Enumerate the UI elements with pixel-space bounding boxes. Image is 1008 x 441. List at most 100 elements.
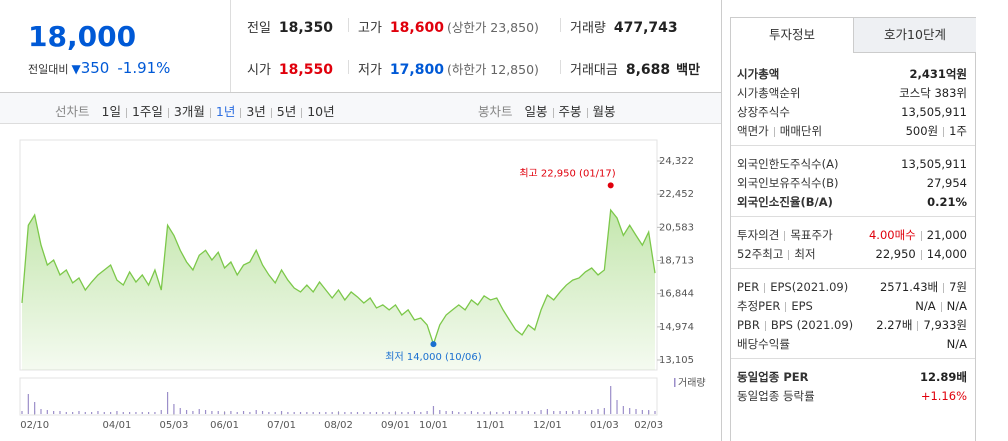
volume-bar xyxy=(356,412,359,414)
separator xyxy=(560,18,561,32)
info-value: 0.21% xyxy=(927,193,967,212)
current-price: 18,000 xyxy=(28,20,137,53)
y-tick-label: 14,974 xyxy=(659,322,694,333)
info-value-part: 13,505,911 xyxy=(901,105,967,119)
info-label: 액면가 매매단위 xyxy=(737,122,822,141)
high-marker xyxy=(607,182,614,189)
info-label-part: PER xyxy=(737,280,760,294)
summary-note: (하한가 12,850) xyxy=(446,62,539,77)
summary-value: 18,600 xyxy=(389,20,444,36)
volume-bar xyxy=(470,411,473,414)
volume-bar xyxy=(641,410,643,414)
summary-label: 거래량 xyxy=(570,21,606,36)
volume-bar xyxy=(148,412,150,414)
separator xyxy=(240,107,242,118)
period-button[interactable]: 3개월 xyxy=(173,104,205,119)
volume-bar xyxy=(204,410,207,414)
period-button[interactable]: 1일 xyxy=(101,104,121,119)
summary-unit: 백만 xyxy=(676,63,701,78)
volume-bar xyxy=(249,412,251,414)
info-value: 500원 1주 xyxy=(906,122,967,141)
info-label-part: 동일업종 등락률 xyxy=(737,389,815,403)
separator xyxy=(917,320,919,331)
volume-bar xyxy=(363,412,365,414)
period-button[interactable]: 1년 xyxy=(215,104,236,119)
volume-bar xyxy=(559,411,561,414)
summary-value: 18,550 xyxy=(278,62,333,78)
period-button[interactable]: 주봉 xyxy=(558,104,582,119)
volume-bar xyxy=(122,412,124,414)
info-value-part: N/A xyxy=(946,299,967,313)
info-value-part: +1.16% xyxy=(920,389,967,403)
volume-bar xyxy=(116,411,118,414)
volume-bar xyxy=(27,394,29,414)
separator xyxy=(560,60,561,74)
volume-bar xyxy=(496,412,498,414)
volume-bar xyxy=(78,411,80,414)
info-label: 시가총액순위 xyxy=(737,84,800,103)
info-label: 52주최고 최저 xyxy=(737,245,816,264)
separator xyxy=(920,230,922,241)
invest-panel: 투자정보 호가10단계 시가총액 2,431억원 시가총액순위 코스닥 383위 상장주식수… xyxy=(730,17,976,441)
x-tick-label: 01/03 xyxy=(590,420,619,431)
chart: 24,322 22,452 20,583 18,713 16,844 14,974 13,1… xyxy=(19,139,706,431)
volume-bar xyxy=(477,412,479,414)
x-tick-label: 11/01 xyxy=(476,420,505,431)
separator xyxy=(785,301,787,312)
summary-cell: 거래대금 8,688 백만 xyxy=(570,59,770,78)
volume-bar xyxy=(521,411,523,414)
volume-bar xyxy=(635,409,637,414)
tab[interactable]: 호가10단계 xyxy=(853,18,976,53)
summary-cell: 전일 18,350 xyxy=(247,17,447,36)
info-value: +1.16% xyxy=(921,387,967,406)
separator xyxy=(784,230,786,241)
volume-bar xyxy=(546,409,548,414)
volume-bar xyxy=(420,412,422,414)
info-value-part: 14,000 xyxy=(926,247,967,261)
change-label: 전일대비 xyxy=(28,63,69,76)
tab[interactable]: 투자정보 xyxy=(731,18,853,52)
volume-bar xyxy=(255,410,257,414)
info-row: 액면가 매매단위 500원 1주 xyxy=(737,122,967,141)
info-label: 외국인보유주식수(B) xyxy=(737,174,839,193)
x-tick-label: 10/01 xyxy=(419,420,448,431)
volume-bar xyxy=(527,411,529,414)
separator xyxy=(764,282,766,293)
info-value-part: 7원 xyxy=(949,280,967,294)
info-row: 시가총액순위 코스닥 383위 xyxy=(737,84,967,103)
volume-bar xyxy=(578,410,580,414)
period-button[interactable]: 3년 xyxy=(246,104,266,119)
volume-bar xyxy=(344,412,346,414)
volume-bar xyxy=(369,412,371,414)
period-button[interactable]: 월봉 xyxy=(592,104,616,119)
down-arrow: ▼ xyxy=(71,62,81,76)
line-periods: 선차트 1일 1주일 3개월 1년 3년 5년 10년 xyxy=(55,101,355,119)
volume-bar xyxy=(72,412,74,414)
info-value-part: 2.27배 xyxy=(876,318,913,332)
volume-bar xyxy=(591,410,593,414)
volume-bar xyxy=(432,406,435,414)
volume-bar xyxy=(540,410,542,414)
separator xyxy=(586,107,588,118)
period-button[interactable]: 5년 xyxy=(276,104,297,119)
info-row: 동일업종 PER 12.89배 xyxy=(737,368,967,387)
info-value-part: 2571.43배 xyxy=(879,280,939,294)
info-value-part: 22,950 xyxy=(875,247,916,261)
summary-label: 시가 xyxy=(247,63,271,78)
volume-bar xyxy=(318,412,321,414)
volume-bar xyxy=(654,411,656,414)
info-value: 2,431억원 xyxy=(909,65,967,84)
summary-label: 고가 xyxy=(358,21,382,36)
volume-bar xyxy=(21,411,23,414)
period-button[interactable]: 10년 xyxy=(307,104,335,119)
info-label: PBR BPS (2021.09) xyxy=(737,316,853,335)
info-label-part: 외국인보유주식수(B) xyxy=(737,176,839,190)
info-label-part: EPS xyxy=(791,299,813,313)
volume-bar xyxy=(217,411,219,414)
volume-bar xyxy=(65,412,67,414)
volume-bar xyxy=(413,411,416,414)
period-button[interactable]: 일봉 xyxy=(524,104,548,119)
volume-bar xyxy=(192,411,194,414)
info-value: 13,505,911 xyxy=(901,155,967,174)
period-button[interactable]: 1주일 xyxy=(131,104,163,119)
